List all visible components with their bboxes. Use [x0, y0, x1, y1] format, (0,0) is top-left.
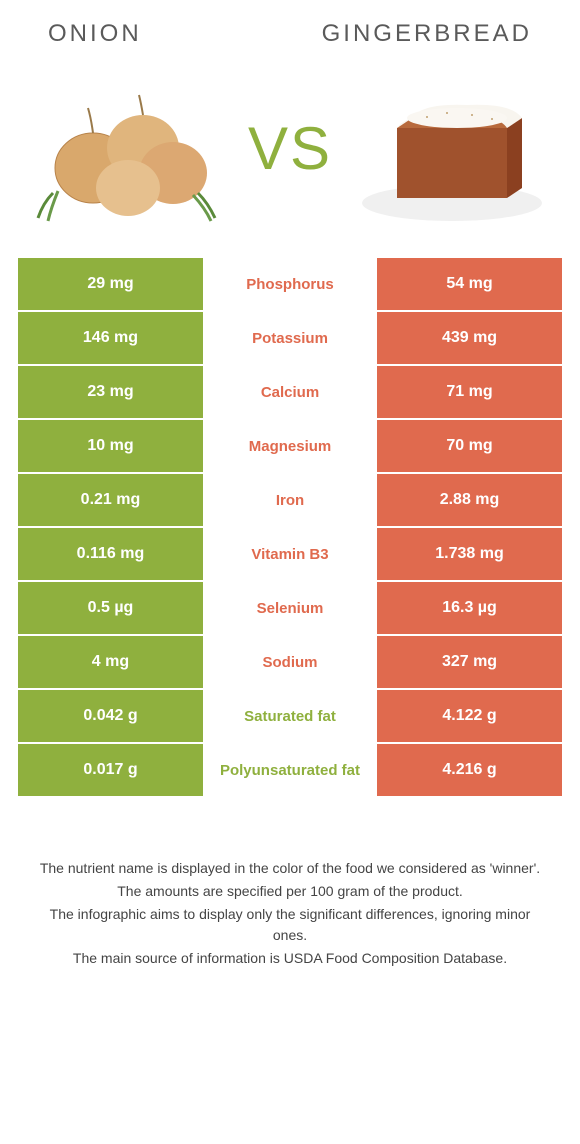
- left-food-title: ONION: [48, 20, 142, 48]
- vs-label: VS: [248, 114, 332, 183]
- right-value-cell: 1.738 mg: [377, 528, 562, 580]
- footer-line: The nutrient name is displayed in the co…: [38, 858, 542, 879]
- right-value-cell: 4.122 g: [377, 690, 562, 742]
- right-value-cell: 71 mg: [377, 366, 562, 418]
- right-value-cell: 54 mg: [377, 258, 562, 310]
- right-food-title: GINGERBREAD: [322, 20, 532, 48]
- nutrient-cell: Selenium: [203, 582, 377, 634]
- table-row: 146 mgPotassium439 mg: [18, 312, 562, 366]
- right-value-cell: 439 mg: [377, 312, 562, 364]
- nutrient-cell: Potassium: [203, 312, 377, 364]
- footer-line: The main source of information is USDA F…: [38, 948, 542, 969]
- right-value-cell: 4.216 g: [377, 744, 562, 796]
- comparison-table: 29 mgPhosphorus54 mg146 mgPotassium439 m…: [18, 258, 562, 798]
- nutrient-cell: Vitamin B3: [203, 528, 377, 580]
- left-value-cell: 29 mg: [18, 258, 203, 310]
- footer-line: The amounts are specified per 100 gram o…: [38, 881, 542, 902]
- nutrient-cell: Saturated fat: [203, 690, 377, 742]
- nutrient-cell: Calcium: [203, 366, 377, 418]
- left-value-cell: 0.21 mg: [18, 474, 203, 526]
- right-value-cell: 2.88 mg: [377, 474, 562, 526]
- right-value-cell: 327 mg: [377, 636, 562, 688]
- table-row: 0.5 µgSelenium16.3 µg: [18, 582, 562, 636]
- table-row: 10 mgMagnesium70 mg: [18, 420, 562, 474]
- table-row: 0.017 gPolyunsaturated fat4.216 g: [18, 744, 562, 798]
- header-row: ONION GINGERBREAD: [18, 20, 562, 58]
- table-row: 23 mgCalcium71 mg: [18, 366, 562, 420]
- right-value-cell: 16.3 µg: [377, 582, 562, 634]
- table-row: 0.21 mgIron2.88 mg: [18, 474, 562, 528]
- left-value-cell: 10 mg: [18, 420, 203, 472]
- left-value-cell: 146 mg: [18, 312, 203, 364]
- left-value-cell: 0.042 g: [18, 690, 203, 742]
- onion-image: [28, 68, 228, 228]
- nutrient-cell: Magnesium: [203, 420, 377, 472]
- table-row: 0.042 gSaturated fat4.122 g: [18, 690, 562, 744]
- left-value-cell: 4 mg: [18, 636, 203, 688]
- nutrient-cell: Iron: [203, 474, 377, 526]
- right-value-cell: 70 mg: [377, 420, 562, 472]
- nutrient-cell: Sodium: [203, 636, 377, 688]
- footer-notes: The nutrient name is displayed in the co…: [18, 798, 562, 969]
- nutrient-cell: Polyunsaturated fat: [203, 744, 377, 796]
- table-row: 0.116 mgVitamin B31.738 mg: [18, 528, 562, 582]
- left-value-cell: 0.116 mg: [18, 528, 203, 580]
- nutrient-cell: Phosphorus: [203, 258, 377, 310]
- footer-line: The infographic aims to display only the…: [38, 904, 542, 946]
- table-row: 4 mgSodium327 mg: [18, 636, 562, 690]
- left-value-cell: 0.5 µg: [18, 582, 203, 634]
- left-value-cell: 0.017 g: [18, 744, 203, 796]
- gingerbread-image: [352, 68, 552, 228]
- table-row: 29 mgPhosphorus54 mg: [18, 258, 562, 312]
- images-row: VS: [18, 58, 562, 258]
- left-value-cell: 23 mg: [18, 366, 203, 418]
